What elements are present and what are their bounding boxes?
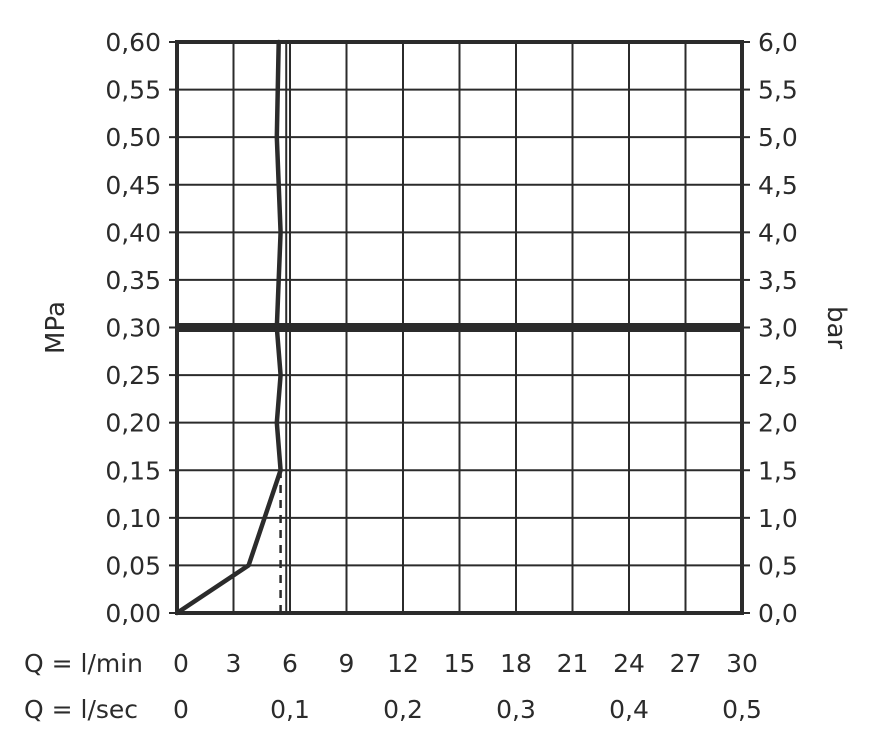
x-row-0-tick-label-9: 27 — [670, 649, 702, 678]
right-y-tick-label-8: 4,0 — [758, 218, 798, 247]
x-row-0-tick-label-0: 0 — [173, 649, 189, 678]
left-y-tick-label-9: 0,45 — [105, 171, 161, 200]
right-y-tick-label-2: 1,0 — [758, 504, 798, 533]
left-y-tick-label-6: 0,30 — [105, 314, 161, 343]
x-row-1-tick-label-2: 0,2 — [383, 695, 423, 724]
x-row-0-tick-label-2: 6 — [282, 649, 298, 678]
x-row-0-tick-label-5: 15 — [444, 649, 476, 678]
x-axis-rows: Q = l/min 0 3 6 9 12 15 18 21 24 27 30 Q = l/sec 0 0,1… — [24, 649, 762, 724]
x-row-label-1: Q = l/sec — [24, 695, 138, 724]
left-y-tick-label-12: 0,60 — [105, 28, 161, 57]
x-row-0-tick-label-3: 9 — [339, 649, 355, 678]
left-y-tick-label-8: 0,40 — [105, 218, 161, 247]
x-row-1-tick-label-5: 0,5 — [722, 695, 762, 724]
plot-border — [175, 40, 744, 615]
right-y-tick-label-5: 2,5 — [758, 361, 798, 390]
right-y-tick-label-0: 0,0 — [758, 599, 798, 628]
x-row-1-tick-label-1: 0,1 — [270, 695, 310, 724]
x-row-0-tick-label-7: 21 — [557, 649, 589, 678]
left-y-tick-label-5: 0,25 — [105, 361, 161, 390]
left-y-tick-label-3: 0,15 — [105, 456, 161, 485]
reference-lines — [177, 42, 742, 613]
right-y-tick-label-3: 1,5 — [758, 456, 798, 485]
x-row-1-tick-label-3: 0,3 — [496, 695, 536, 724]
x-row-label-0: Q = l/min — [24, 649, 143, 678]
left-y-tick-labels: 0,00 0,05 0,10 0,15 0,20 0,25 0,30 0,35 0,40 0,45… — [105, 28, 161, 628]
right-y-tick-label-11: 5,5 — [758, 76, 798, 105]
right-y-tick-label-9: 4,5 — [758, 171, 798, 200]
right-y-tick-label-7: 3,5 — [758, 266, 798, 295]
x-row-0-tick-label-10: 30 — [726, 649, 758, 678]
left-y-tick-label-11: 0,55 — [105, 76, 161, 105]
left-axis-label: MPa — [41, 301, 71, 354]
plot-frame — [175, 40, 744, 615]
left-y-tick-label-0: 0,00 — [105, 599, 161, 628]
x-row-0-tick-label-6: 18 — [500, 649, 532, 678]
right-y-tick-label-1: 0,5 — [758, 551, 798, 580]
x-row-0-tick-label-1: 3 — [226, 649, 242, 678]
left-y-tick-label-1: 0,05 — [105, 551, 161, 580]
right-y-tick-labels: 0,0 0,5 1,0 1,5 2,0 2,5 3,0 3,5 4,0 4,5 5,0 5,5 6,0 — [758, 28, 798, 628]
right-y-tick-label-6: 3,0 — [758, 314, 798, 343]
x-row-0-tick-label-4: 12 — [387, 649, 419, 678]
left-y-tick-label-7: 0,35 — [105, 266, 161, 295]
left-y-tick-label-4: 0,20 — [105, 409, 161, 438]
data-series — [174, 39, 283, 616]
right-y-tick-label-12: 6,0 — [758, 28, 798, 57]
right-y-tick-label-4: 2,0 — [758, 409, 798, 438]
left-y-tick-label-10: 0,50 — [105, 123, 161, 152]
x-row-0-tick-label-8: 24 — [613, 649, 645, 678]
x-row-1-tick-label-4: 0,4 — [609, 695, 649, 724]
right-axis-label: bar — [821, 306, 851, 349]
left-y-tick-label-2: 0,10 — [105, 504, 161, 533]
right-y-tick-label-10: 5,0 — [758, 123, 798, 152]
x-row-1-tick-label-0: 0 — [173, 695, 189, 724]
